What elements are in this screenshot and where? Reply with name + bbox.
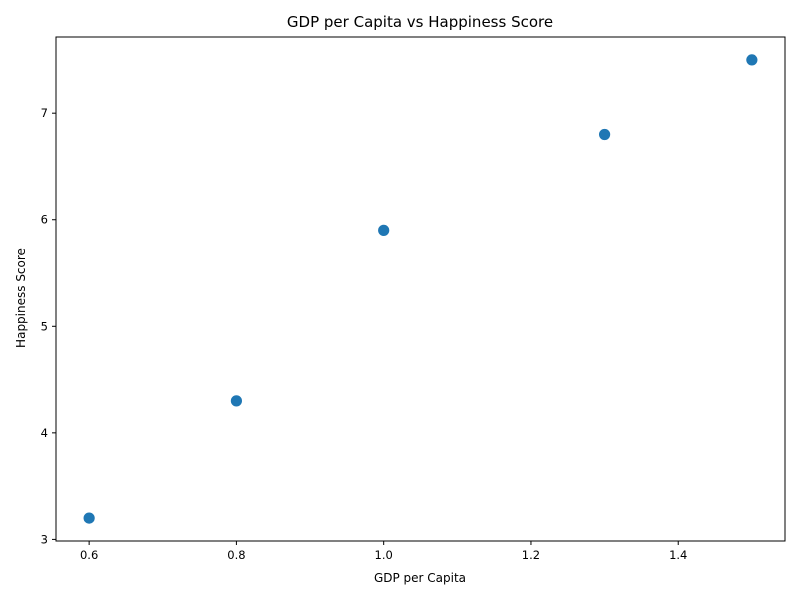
y-tick-label: 4 — [41, 426, 48, 440]
y-tick-label: 3 — [41, 532, 48, 546]
x-tick-label: 0.8 — [227, 548, 245, 562]
y-tick-label: 7 — [41, 106, 48, 120]
data-point — [745, 53, 759, 67]
data-point — [82, 511, 96, 525]
x-tick-label: 1.2 — [522, 548, 540, 562]
y-axis-ticks: 3 4 5 6 7 — [41, 106, 56, 546]
y-tick-label: 6 — [41, 213, 48, 227]
x-tick-label: 1.0 — [375, 548, 393, 562]
chart-title: GDP per Capita vs Happiness Score — [287, 13, 553, 31]
plot-points — [82, 53, 759, 525]
x-axis-label: GDP per Capita — [374, 571, 466, 585]
x-axis-ticks: 0.6 0.8 1.0 1.2 1.4 — [80, 541, 687, 562]
y-tick-label: 5 — [41, 319, 48, 333]
data-point — [377, 223, 391, 237]
data-point — [230, 394, 243, 408]
y-axis-label: Happiness Score — [14, 248, 28, 348]
data-point — [598, 128, 611, 141]
plot-frame — [55, 36, 786, 542]
x-tick-label: 1.4 — [669, 548, 687, 562]
x-tick-label: 0.6 — [80, 548, 98, 562]
